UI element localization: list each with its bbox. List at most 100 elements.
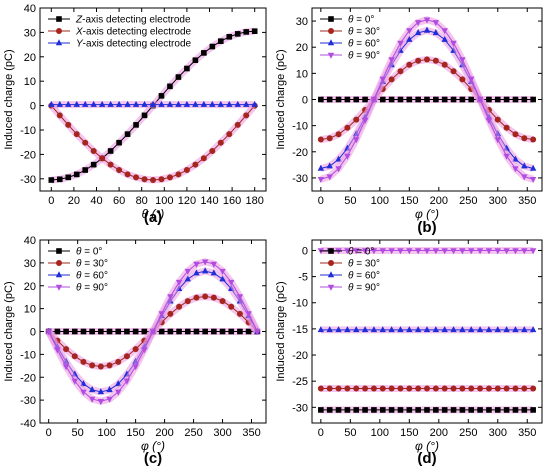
series-2: [317, 326, 537, 334]
data-point: [450, 96, 457, 103]
data-point: [388, 407, 395, 413]
data-point: [423, 326, 431, 333]
data-point: [234, 31, 241, 37]
data-point: [115, 389, 122, 396]
y-tick-label: 30: [24, 258, 36, 270]
data-point: [90, 100, 97, 107]
data-point: [441, 326, 448, 333]
y-tick-label: -20: [20, 149, 36, 161]
data-point: [193, 294, 200, 301]
x-tick-label: 150: [400, 195, 418, 207]
data-point: [106, 396, 113, 403]
data-point: [450, 326, 457, 333]
legend-entry: θ = 60°: [348, 271, 380, 282]
data-point: [62, 364, 70, 371]
data-point: [521, 135, 528, 142]
data-point: [65, 174, 72, 181]
data-point: [423, 26, 431, 33]
legend-entry: Z-axis detecting electrode: [75, 15, 191, 26]
data-point: [530, 385, 537, 392]
data-point: [243, 100, 250, 107]
y-axis-label: Induced charge (pC): [3, 281, 15, 381]
data-point: [468, 96, 475, 103]
data-point: [353, 116, 360, 123]
x-tick-label: 200: [155, 427, 173, 439]
legend-entry: Y-axis detecting electrode: [76, 39, 192, 50]
data-point: [56, 100, 63, 107]
data-point: [107, 161, 114, 168]
x-tick-label: 160: [223, 195, 241, 207]
data-point: [424, 96, 430, 103]
x-tick-label: 100: [97, 427, 115, 439]
panel-caption: (a): [144, 209, 162, 226]
data-point: [245, 311, 252, 318]
data-point: [397, 40, 404, 47]
legend-marker: [55, 271, 63, 278]
data-point: [176, 328, 182, 335]
data-point: [530, 407, 536, 413]
data-point: [432, 29, 440, 36]
data-point: [184, 268, 191, 275]
data-point: [335, 407, 342, 413]
data-point: [353, 326, 360, 333]
data-point: [477, 385, 484, 392]
data-point: [166, 174, 173, 181]
x-axis-label: φ (°): [415, 439, 439, 453]
y-tick-label: 20: [24, 281, 36, 293]
data-point: [414, 326, 422, 333]
data-point: [115, 328, 122, 335]
data-point: [450, 385, 457, 392]
data-point: [477, 407, 483, 413]
data-point: [379, 407, 386, 413]
data-point: [476, 248, 484, 255]
data-point: [56, 112, 63, 119]
legend-marker: [56, 16, 62, 22]
data-point: [494, 385, 501, 392]
data-point: [335, 385, 342, 392]
data-point: [415, 96, 421, 103]
y-tick-label: -30: [20, 395, 36, 407]
legend-entry: θ = 90°: [76, 283, 108, 294]
data-point: [234, 100, 241, 107]
data-point: [175, 279, 183, 286]
data-point: [335, 166, 342, 173]
data-point: [335, 131, 342, 138]
data-point: [192, 161, 199, 168]
x-tick-label: 80: [136, 195, 148, 207]
legend-entry: θ = 60°: [76, 271, 108, 282]
data-point: [106, 362, 113, 369]
data-point: [424, 56, 430, 63]
x-tick-label: 100: [371, 195, 389, 207]
data-point: [317, 326, 325, 333]
data-point: [476, 326, 484, 333]
data-point: [107, 148, 114, 154]
data-point: [317, 136, 324, 143]
y-axis-label: Induced charge (pC): [3, 49, 15, 149]
data-point: [326, 135, 333, 142]
series-3: [45, 258, 261, 406]
y-tick-label: -20: [20, 372, 36, 384]
x-tick-label: 350: [518, 427, 536, 439]
legend-entry: θ = 30°: [348, 27, 380, 38]
legend: θ = 0°θ = 30°θ = 60°θ = 90°: [320, 247, 380, 294]
data-point: [123, 378, 131, 385]
data-point: [344, 407, 351, 413]
data-point: [344, 248, 351, 255]
x-axis-label: φ (°): [141, 439, 165, 453]
legend-marker: [328, 248, 334, 254]
data-point: [361, 117, 369, 124]
data-point: [362, 96, 368, 103]
legend-marker: [55, 39, 63, 46]
data-point: [512, 248, 519, 255]
data-point: [80, 358, 87, 365]
data-point: [73, 100, 80, 107]
data-point: [441, 28, 448, 35]
data-point: [251, 100, 258, 107]
y-tick-label: -5: [298, 272, 308, 284]
data-point: [459, 96, 466, 103]
data-point: [459, 385, 466, 392]
y-tick-label: 20: [24, 52, 36, 64]
x-tick-label: 140: [200, 195, 218, 207]
legend: θ = 0°θ = 30°θ = 60°θ = 90°: [48, 247, 108, 294]
data-point: [397, 407, 404, 413]
